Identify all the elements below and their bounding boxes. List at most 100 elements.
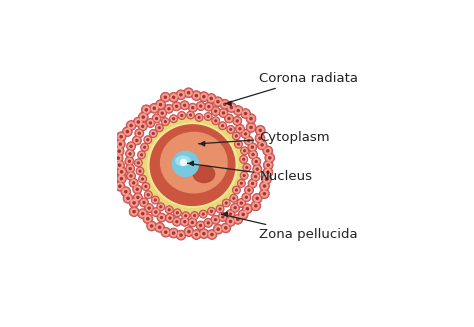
Circle shape [245,186,254,195]
Circle shape [267,171,269,173]
Circle shape [184,221,186,223]
Circle shape [181,159,187,165]
Circle shape [215,226,221,232]
Circle shape [142,116,145,118]
Circle shape [137,121,139,123]
Ellipse shape [193,165,215,182]
Circle shape [120,178,122,180]
Circle shape [228,127,233,132]
Circle shape [213,109,219,114]
Circle shape [226,116,232,121]
Ellipse shape [161,132,227,193]
Circle shape [195,233,198,236]
Circle shape [146,192,151,197]
Circle shape [173,217,182,226]
Circle shape [140,114,146,120]
Circle shape [133,182,135,184]
Circle shape [237,143,239,145]
Circle shape [199,210,207,218]
Circle shape [235,140,243,148]
Circle shape [196,221,205,230]
Circle shape [241,147,249,155]
Circle shape [207,116,209,117]
Circle shape [165,214,174,223]
Circle shape [220,214,226,220]
Circle shape [158,109,167,118]
Circle shape [200,105,202,107]
Circle shape [265,148,271,154]
Circle shape [207,222,209,224]
Circle shape [142,145,147,150]
Circle shape [234,207,236,209]
Circle shape [252,153,254,156]
Circle shape [147,139,149,141]
Circle shape [120,136,122,138]
Circle shape [237,198,246,208]
Circle shape [123,189,129,195]
Circle shape [246,196,247,198]
Circle shape [169,217,171,219]
Circle shape [198,103,203,109]
Circle shape [250,181,255,186]
Circle shape [222,216,224,218]
Circle shape [116,139,125,149]
Circle shape [237,179,246,187]
Ellipse shape [173,151,199,177]
Circle shape [127,159,132,164]
Circle shape [164,231,167,233]
Circle shape [132,136,141,145]
Circle shape [158,204,163,209]
Circle shape [245,165,249,170]
Circle shape [152,133,154,134]
Circle shape [206,104,211,109]
Circle shape [208,95,214,101]
Circle shape [196,102,205,111]
Circle shape [117,174,127,183]
Circle shape [204,102,213,111]
Circle shape [230,106,232,109]
Circle shape [128,151,133,157]
Circle shape [233,215,243,224]
Circle shape [133,211,135,213]
Circle shape [227,125,235,133]
Circle shape [220,123,225,128]
Circle shape [222,112,225,114]
Circle shape [204,218,213,227]
Circle shape [253,174,258,179]
Circle shape [171,95,176,100]
Circle shape [250,152,256,157]
Circle shape [192,107,194,109]
Circle shape [204,112,212,121]
Circle shape [198,223,203,228]
Circle shape [126,164,135,173]
Circle shape [245,133,246,135]
Circle shape [236,120,238,122]
Circle shape [243,175,245,177]
Circle shape [244,195,249,200]
Circle shape [146,118,155,128]
Circle shape [201,212,206,216]
Circle shape [237,110,239,112]
Circle shape [147,217,149,220]
Circle shape [254,159,259,164]
Circle shape [168,209,170,211]
Circle shape [219,213,228,221]
Circle shape [142,182,150,191]
Circle shape [137,130,142,136]
Circle shape [197,115,201,120]
Circle shape [146,205,152,211]
Circle shape [119,143,121,145]
Circle shape [113,153,123,163]
Circle shape [138,132,140,134]
Circle shape [161,112,163,114]
Circle shape [145,204,154,213]
Circle shape [123,193,133,203]
Circle shape [158,127,160,129]
Circle shape [267,150,269,152]
Circle shape [224,103,226,105]
Circle shape [146,221,156,231]
Circle shape [136,188,138,190]
Circle shape [154,116,159,121]
Circle shape [255,176,256,178]
Circle shape [255,161,257,163]
